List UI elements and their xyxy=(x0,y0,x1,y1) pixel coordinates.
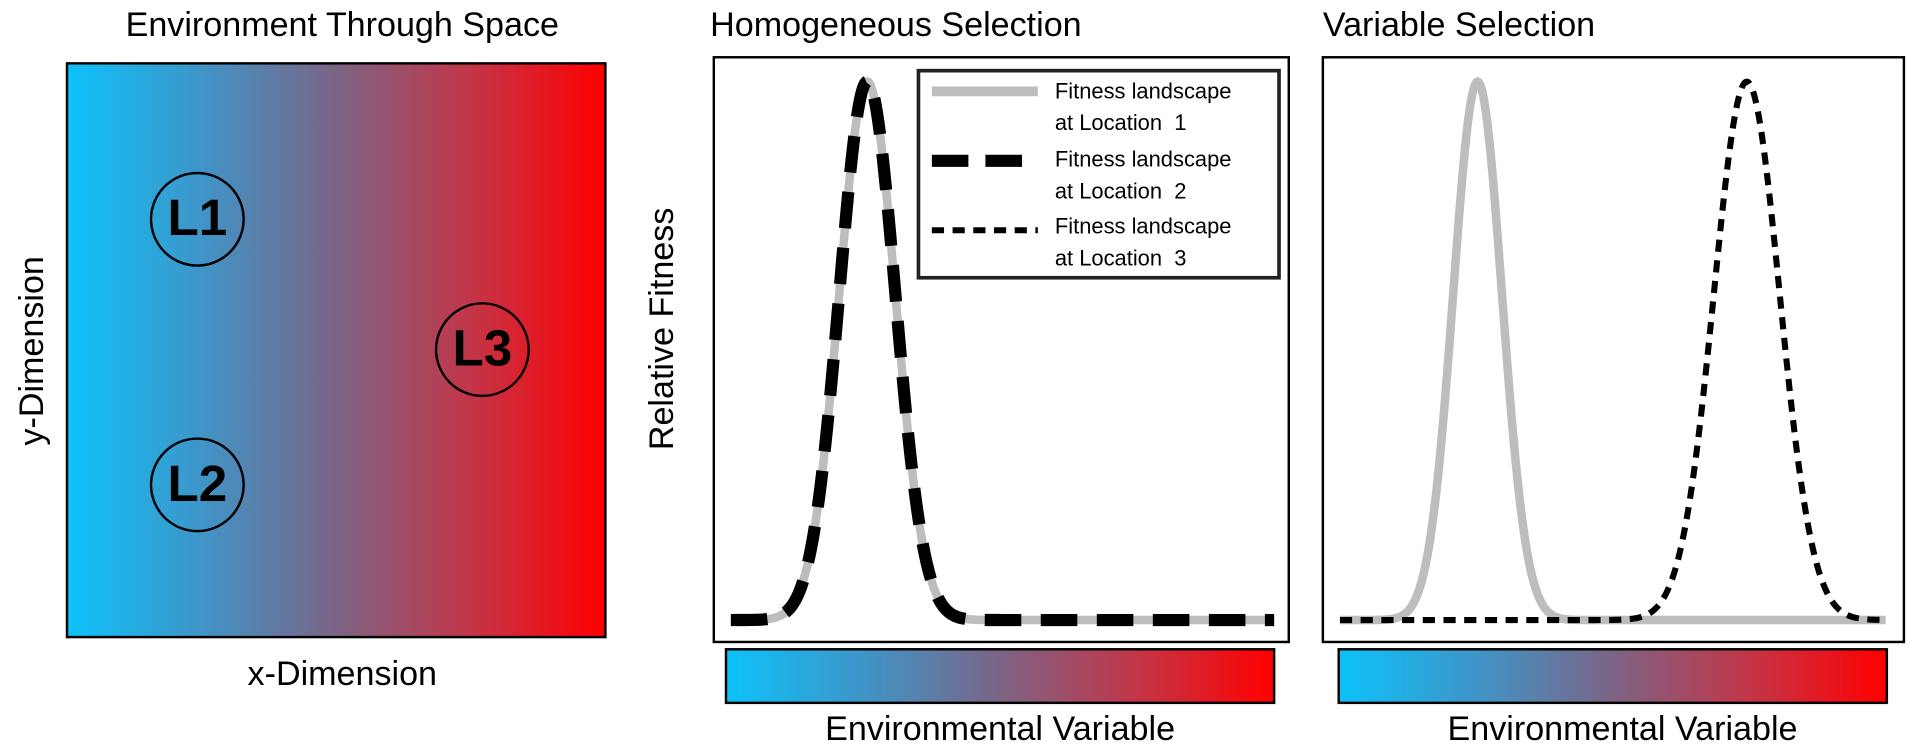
location-circle xyxy=(149,437,245,533)
location-label: L1 xyxy=(167,189,227,246)
location-circle xyxy=(434,302,530,398)
panel-title: Variable Selection xyxy=(1323,6,1595,44)
location-label: L2 xyxy=(167,455,227,512)
x-axis-label: Environmental Variable xyxy=(825,710,1175,748)
y-axis-label: y-Dimension xyxy=(13,256,51,445)
legend-text: Fitness landscape xyxy=(1055,78,1232,103)
panel-title: Homogeneous Selection xyxy=(710,6,1082,44)
fitness-curve xyxy=(730,75,1275,627)
y-axis-label: Relative Fitness xyxy=(643,208,681,451)
legend-text: Fitness landscape xyxy=(1055,147,1232,172)
curves xyxy=(730,75,1275,627)
curves xyxy=(1339,76,1886,625)
panel-title: Environment Through Space xyxy=(126,6,559,44)
fitness-curve xyxy=(1339,78,1886,624)
legend-text: at Location 3 xyxy=(1055,245,1187,270)
color-bar xyxy=(724,648,1276,705)
x-axis-label: x-Dimension xyxy=(248,655,437,693)
environment-map xyxy=(65,62,607,639)
legend-box xyxy=(916,68,1281,280)
legend-text: at Location 2 xyxy=(1055,178,1187,203)
color-bar xyxy=(1337,648,1889,705)
plot-frame xyxy=(1321,56,1906,644)
legend-text: Fitness landscape xyxy=(1055,214,1232,239)
location-circle xyxy=(149,171,245,267)
x-axis-label: Environmental Variable xyxy=(1448,710,1798,748)
location-label: L3 xyxy=(453,320,513,377)
legend-text: at Location 1 xyxy=(1055,110,1187,135)
